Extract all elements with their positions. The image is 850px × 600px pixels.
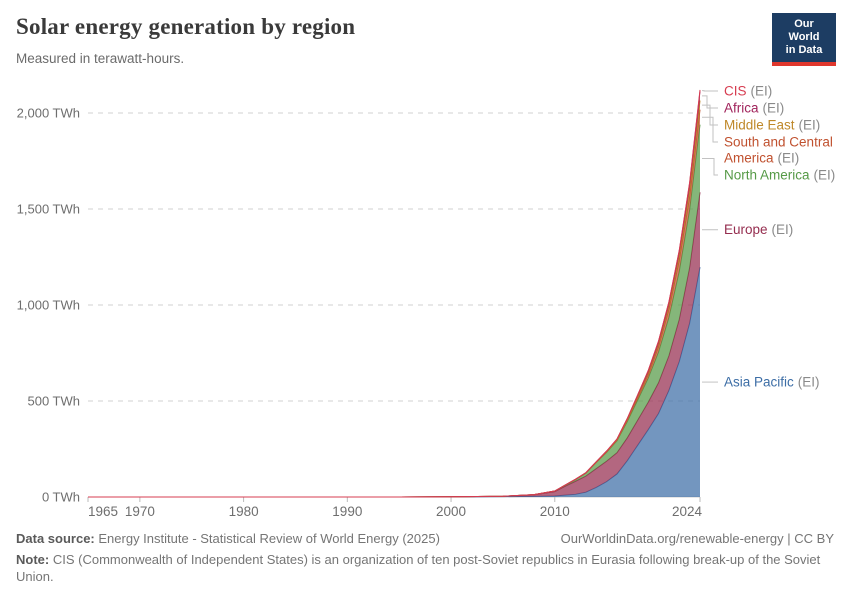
x-axis-label-1965: 1965	[88, 504, 118, 519]
series-label-suffix: (EI)	[751, 84, 773, 99]
series-label-suffix: (EI)	[814, 168, 836, 183]
legend-connector-middle-east	[702, 104, 718, 126]
series-label-suffix: (EI)	[798, 375, 820, 390]
chart-subtitle: Measured in terawatt-hours.	[16, 51, 185, 66]
area-outline-cis	[88, 89, 701, 498]
area-cis[interactable]	[88, 89, 700, 498]
owid-logo-line1: Our World	[788, 18, 820, 43]
y-axis-label-0: 0 TWh	[42, 490, 80, 505]
data-source-line: Data source: Energy Institute - Statisti…	[16, 531, 440, 546]
legend-connector-africa	[702, 95, 718, 109]
legend-connector-north-america	[702, 158, 718, 176]
series-label-north-america[interactable]: North America (EI)	[724, 168, 835, 183]
area-outline-north-america	[88, 124, 701, 498]
area-africa[interactable]	[88, 91, 700, 497]
x-axis-label-2024: 2024	[672, 504, 703, 519]
chart-canvas: 0 TWh 500 TWh 1,000 TWh 1,500 TWh 2,000 TWh 1…	[17, 84, 836, 520]
series-label-asia-pacific[interactable]: Asia Pacific (EI)	[724, 375, 820, 390]
area-south-and-central-america[interactable]	[88, 109, 700, 498]
series-label-cis[interactable]: CIS (EI)	[724, 84, 772, 99]
series-label-africa[interactable]: Africa (EI)	[724, 101, 784, 116]
area-outline-south-and-central-america	[88, 109, 701, 498]
area-asia-pacific[interactable]	[88, 267, 700, 497]
owid-logo[interactable]: Our World in Data	[772, 13, 836, 66]
page-title: Solar energy generation by region	[16, 14, 356, 39]
area-outline-middle-east	[88, 100, 701, 498]
x-axis-label-2000: 2000	[436, 504, 466, 519]
area-north-america[interactable]	[88, 124, 700, 497]
area-outline-africa	[88, 91, 701, 498]
legend-connector-south-and-central-america	[702, 116, 718, 143]
series-label-suffix: (EI)	[799, 118, 821, 133]
x-axis-label-2010: 2010	[540, 504, 570, 519]
data-source-text: Energy Institute - Statistical Review of…	[98, 531, 440, 546]
x-axis-label-1980: 1980	[229, 504, 259, 519]
x-axis-label-1970: 1970	[125, 504, 155, 519]
series-label-suffix: (EI)	[778, 151, 800, 166]
y-axis-label-1000: 1,000 TWh	[17, 298, 80, 313]
area-middle-east[interactable]	[88, 100, 700, 498]
series-label-europe[interactable]: Europe (EI)	[724, 222, 793, 237]
y-axis-label-500: 500 TWh	[27, 394, 80, 409]
chart-footer: Data source: Energy Institute - Statisti…	[16, 531, 834, 585]
series-label-suffix: (EI)	[772, 222, 794, 237]
series-label-south-and-central-america[interactable]: South and Central America (EI)	[724, 135, 833, 166]
owid-logo-line2: in Data	[785, 44, 823, 56]
stacked-area-chart[interactable]: 0 TWh 500 TWh 1,000 TWh 1,500 TWh 2,000 TWh 1…	[0, 0, 850, 530]
y-axis-label-1500: 1,500 TWh	[17, 202, 80, 217]
x-axis-label-1990: 1990	[332, 504, 362, 519]
footer-note: Note: CIS (Commonwealth of Independent S…	[16, 551, 834, 585]
note-text: CIS (Commonwealth of Independent States)…	[16, 552, 821, 584]
y-axis-label-2000: 2,000 TWh	[17, 106, 80, 121]
series-label-suffix: (EI)	[763, 101, 785, 116]
data-source-label: Data source:	[16, 531, 95, 546]
series-label-middle-east[interactable]: Middle East (EI)	[724, 118, 820, 133]
note-label: Note:	[16, 552, 50, 567]
footer-link[interactable]: OurWorldinData.org/renewable-energy | CC…	[560, 531, 834, 546]
